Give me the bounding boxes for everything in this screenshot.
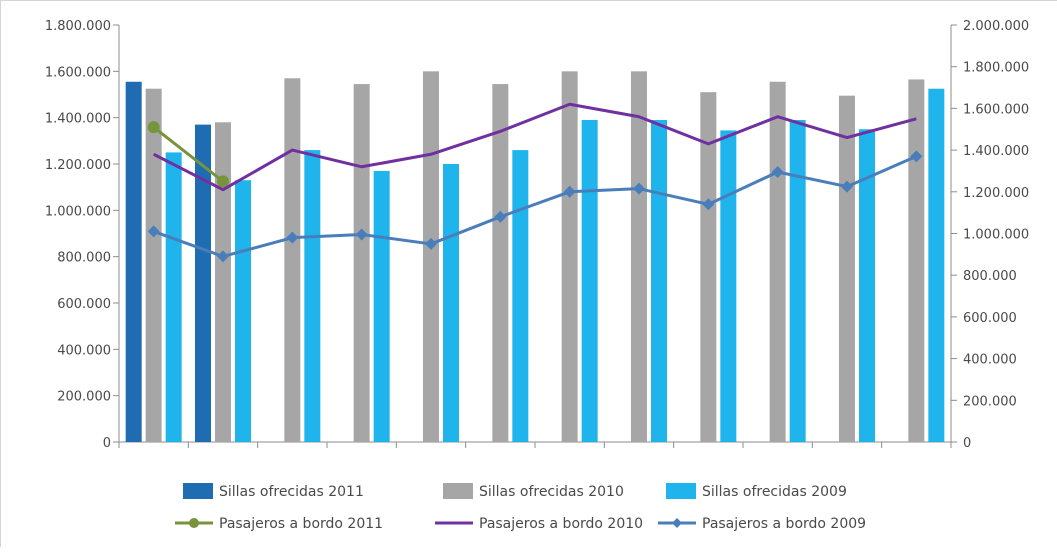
bar-sillas-ofrecidas-2009 bbox=[651, 119, 667, 442]
y-right-tick-label: 1.800.000 bbox=[963, 61, 1029, 76]
y-right-tick-label: 2.000.000 bbox=[963, 19, 1029, 34]
y-left-tick-label: 1.600.000 bbox=[45, 65, 111, 80]
legend-label-pasajeros-a-bordo-2010: Pasajeros a bordo 2010 bbox=[479, 516, 643, 532]
legend-label-pasajeros-a-bordo-2011: Pasajeros a bordo 2011 bbox=[219, 516, 383, 532]
bar-sillas-ofrecidas-2009 bbox=[789, 119, 806, 442]
legend-swatch-sillas-ofrecidas-2009 bbox=[666, 483, 696, 499]
bar-sillas-ofrecidas-2009 bbox=[512, 150, 529, 442]
y-left-tick-label: 0 bbox=[103, 436, 111, 451]
legend-marker-pasajeros-a-bordo-2011 bbox=[189, 518, 199, 528]
bar-sillas-ofrecidas-2011 bbox=[195, 124, 211, 442]
y-right-tick-label: 200.000 bbox=[963, 394, 1017, 409]
bar-sillas-ofrecidas-2010 bbox=[700, 92, 717, 442]
legend-label-sillas-ofrecidas-2009: Sillas ofrecidas 2009 bbox=[702, 484, 847, 500]
point-pasajeros-a-bordo-2011 bbox=[147, 121, 160, 134]
point-pasajeros-a-bordo-2009 bbox=[841, 180, 853, 193]
point-pasajeros-a-bordo-2009 bbox=[910, 150, 923, 163]
point-pasajeros-a-bordo-2009 bbox=[563, 185, 576, 198]
legend-marker-pasajeros-a-bordo-2009 bbox=[672, 518, 682, 528]
legend-label-sillas-ofrecidas-2011: Sillas ofrecidas 2011 bbox=[219, 484, 364, 500]
y-right-tick-label: 1.400.000 bbox=[963, 144, 1029, 159]
bar-sillas-ofrecidas-2009 bbox=[443, 164, 459, 442]
y-left-tick-label: 1.400.000 bbox=[45, 112, 111, 127]
point-pasajeros-a-bordo-2009 bbox=[355, 228, 368, 241]
y-right-tick-label: 1.000.000 bbox=[963, 228, 1029, 243]
bar-sillas-ofrecidas-2010 bbox=[492, 84, 509, 442]
bar-sillas-ofrecidas-2010 bbox=[423, 71, 439, 442]
bar-sillas-ofrecidas-2010 bbox=[769, 81, 786, 442]
legend-swatch-sillas-ofrecidas-2010 bbox=[443, 483, 473, 499]
bar-sillas-ofrecidas-2010 bbox=[561, 71, 578, 442]
bar-sillas-ofrecidas-2009 bbox=[304, 150, 321, 442]
point-pasajeros-a-bordo-2011 bbox=[217, 175, 229, 188]
bar-sillas-ofrecidas-2010 bbox=[145, 88, 162, 442]
y-right-tick-label: 400.000 bbox=[963, 353, 1017, 368]
bar-sillas-ofrecidas-2009 bbox=[859, 129, 875, 442]
y-right-tick-label: 1.600.000 bbox=[963, 102, 1029, 117]
bar-sillas-ofrecidas-2010 bbox=[631, 71, 647, 442]
bar-sillas-ofrecidas-2009 bbox=[373, 170, 390, 442]
bar-sillas-ofrecidas-2009 bbox=[581, 119, 598, 442]
point-pasajeros-a-bordo-2009 bbox=[425, 237, 437, 250]
point-pasajeros-a-bordo-2009 bbox=[702, 198, 715, 211]
y-right-tick-label: 0 bbox=[963, 436, 971, 451]
line-pasajeros-a-bordo-2011 bbox=[152, 125, 224, 183]
legend-swatch-sillas-ofrecidas-2011 bbox=[183, 483, 213, 499]
y-left-tick-label: 1.800.000 bbox=[45, 19, 111, 34]
y-left-tick-label: 600.000 bbox=[57, 297, 111, 312]
y-right-tick-label: 800.000 bbox=[963, 269, 1017, 284]
bar-sillas-ofrecidas-2009 bbox=[720, 130, 737, 443]
bar-sillas-ofrecidas-2011 bbox=[125, 81, 142, 442]
y-left-tick-label: 1.200.000 bbox=[45, 158, 111, 173]
bar-sillas-ofrecidas-2010 bbox=[284, 78, 301, 443]
bar-sillas-ofrecidas-2010 bbox=[353, 84, 370, 442]
line-pasajeros-a-bordo-2009 bbox=[153, 154, 917, 258]
bar-sillas-ofrecidas-2009 bbox=[235, 180, 251, 442]
point-pasajeros-a-bordo-2009 bbox=[147, 225, 160, 238]
point-pasajeros-a-bordo-2009 bbox=[286, 231, 299, 244]
point-pasajeros-a-bordo-2009 bbox=[217, 250, 229, 263]
legend-label-pasajeros-a-bordo-2009: Pasajeros a bordo 2009 bbox=[702, 516, 866, 532]
bar-sillas-ofrecidas-2009 bbox=[928, 88, 945, 442]
point-pasajeros-a-bordo-2009 bbox=[771, 165, 784, 178]
y-left-tick-label: 800.000 bbox=[57, 251, 111, 266]
y-right-tick-label: 600.000 bbox=[963, 311, 1017, 326]
legend-label-sillas-ofrecidas-2010: Sillas ofrecidas 2010 bbox=[479, 484, 624, 500]
y-left-tick-label: 400.000 bbox=[57, 343, 111, 358]
y-left-tick-label: 1.000.000 bbox=[45, 204, 111, 219]
y-right-tick-label: 1.200.000 bbox=[963, 186, 1029, 201]
point-pasajeros-a-bordo-2009 bbox=[494, 210, 507, 223]
bar-sillas-ofrecidas-2010 bbox=[215, 122, 231, 443]
y-left-tick-label: 200.000 bbox=[57, 390, 111, 405]
line-pasajeros-a-bordo-2010 bbox=[152, 102, 917, 192]
bar-sillas-ofrecidas-2010 bbox=[839, 95, 855, 443]
bar-sillas-ofrecidas-2010 bbox=[908, 79, 925, 443]
bar-sillas-ofrecidas-2009 bbox=[165, 152, 182, 442]
point-pasajeros-a-bordo-2009 bbox=[633, 182, 645, 195]
